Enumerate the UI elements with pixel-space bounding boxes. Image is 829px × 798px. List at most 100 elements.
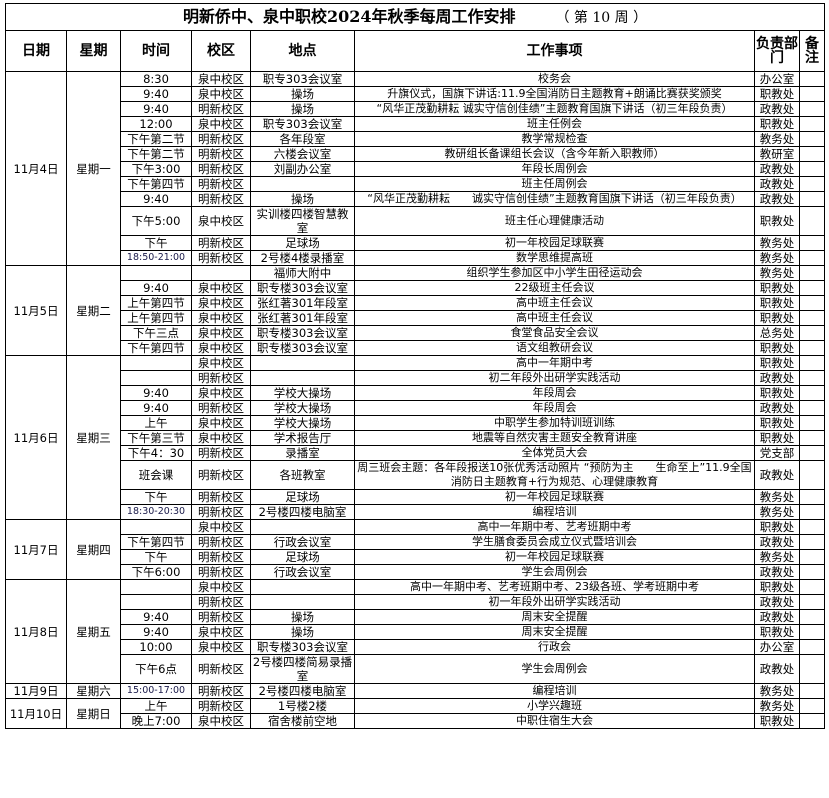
task-cell: 学生会周例会 xyxy=(354,654,755,684)
remark-cell xyxy=(798,385,826,401)
time-cell: 下午第四节 xyxy=(120,176,192,192)
task-cell: 初一年校园足球联赛 xyxy=(354,549,755,565)
place-cell: 足球场 xyxy=(250,549,355,565)
campus-cell: 泉中校区 xyxy=(191,280,251,296)
remark-cell xyxy=(798,131,826,147)
schedule-body: 11月4日 星期一 8:30 泉中校区 职专303会议室 校务会 办公室 9:40 泉中校区 操场… xyxy=(5,71,826,729)
remark-cell xyxy=(798,161,826,177)
task-cell: 班主任心理健康活动 xyxy=(354,206,755,236)
remark-cell xyxy=(798,116,826,132)
dept-cell: 职教处 xyxy=(754,579,800,595)
time-cell: 下午3:00 xyxy=(120,161,192,177)
time-cell: 下午6点 xyxy=(120,654,192,684)
task-cell: 年段周会 xyxy=(354,400,755,416)
remark-cell xyxy=(798,101,826,117)
dept-cell: 政教处 xyxy=(754,191,800,207)
place-cell: 学校大操场 xyxy=(250,415,355,431)
week-label: （ 第 10 周 ） xyxy=(555,9,648,26)
dept-cell: 职教处 xyxy=(754,385,800,401)
remark-cell xyxy=(798,698,826,714)
table-row: 下午3:00 明新校区 刘副办公室 年段长周例会 政教处 xyxy=(6,161,826,177)
time-cell: 晚上7:00 xyxy=(120,713,192,729)
date-cell: 11月8日 xyxy=(5,579,67,684)
remark-cell xyxy=(798,564,826,580)
task-cell: 中职住宿生大会 xyxy=(354,713,755,729)
time-cell: 下午5:00 xyxy=(120,206,192,236)
table-row: 9:40 明新校区 操场 周末安全提醒 政教处 xyxy=(6,609,826,625)
task-cell: 教学常规检查 xyxy=(354,131,755,147)
remark-cell xyxy=(798,594,826,610)
table-row: 下午6点 明新校区 2号楼四楼简易录播室 学生会周例会 政教处 xyxy=(6,654,826,684)
time-cell: 9:40 xyxy=(120,101,192,117)
remark-cell xyxy=(798,430,826,446)
dept-cell: 职教处 xyxy=(754,310,800,326)
remark-cell xyxy=(798,191,826,207)
table-row: 下午 明新校区 足球场 初一年校园足球联赛 教务处 xyxy=(6,489,826,505)
time-cell: 9:40 xyxy=(120,385,192,401)
campus-cell: 泉中校区 xyxy=(191,116,251,132)
weekday-cell: 星期一 xyxy=(66,71,121,266)
campus-cell: 泉中校区 xyxy=(191,385,251,401)
campus-cell: 明新校区 xyxy=(191,489,251,505)
remark-cell xyxy=(798,489,826,505)
remark-cell xyxy=(798,370,826,386)
dept-cell: 职教处 xyxy=(754,713,800,729)
task-cell: 班主任例会 xyxy=(354,116,755,132)
campus-cell: 明新校区 xyxy=(191,176,251,192)
time-cell: 下午 xyxy=(120,549,192,565)
time-cell: 10:00 xyxy=(120,639,192,655)
time-cell: 下午第二节 xyxy=(120,131,192,147)
time-cell: 下午4：30 xyxy=(120,445,192,461)
campus-cell: 明新校区 xyxy=(191,191,251,207)
table-row: 9:40 明新校区 操场 “风华正茂勤耕耘 诚实守信创佳绩”主题教育国旗下讲话（初三年… xyxy=(6,101,826,117)
remark-cell xyxy=(798,519,826,535)
table-row: 9:40 泉中校区 职专楼303会议室 22级班主任会议 职教处 xyxy=(6,280,826,296)
campus-cell: 明新校区 xyxy=(191,250,251,266)
time-cell: 9:40 xyxy=(120,609,192,625)
table-row: 11月8日 星期五 泉中校区 高中一年期中考、艺考班期中考、23级各班、学考班期中考职… xyxy=(5,579,826,684)
dept-cell: 职教处 xyxy=(754,624,800,640)
time-cell: 9:40 xyxy=(120,400,192,416)
dept-cell: 教务处 xyxy=(754,698,800,714)
remark-cell xyxy=(798,340,826,356)
task-cell: 地震等自然灾害主题安全教育讲座 xyxy=(354,430,755,446)
task-cell: 周末安全提醒 xyxy=(354,609,755,625)
campus-cell: 泉中校区 xyxy=(191,639,251,655)
dept-cell: 职教处 xyxy=(754,340,800,356)
place-cell: 张红著301年段室 xyxy=(250,310,355,326)
table-row: 9:40 泉中校区 操场 周末安全提醒 职教处 xyxy=(6,624,826,640)
dept-cell: 政教处 xyxy=(754,460,800,490)
table-row: 9:40 明新校区 操场 “风华正茂勤耕耘 诚实守信创佳绩”主题教育国旗下讲话（初三年… xyxy=(6,191,826,207)
place-cell: 2号楼四楼电脑室 xyxy=(250,683,355,699)
dept-cell: 教务处 xyxy=(754,265,800,281)
date-cell: 11月4日 xyxy=(5,71,67,266)
task-cell: 初一年校园足球联赛 xyxy=(354,489,755,505)
campus-cell: 泉中校区 xyxy=(191,295,251,311)
table-row: 9:40 明新校区 学校大操场 年段周会 政教处 xyxy=(6,400,826,416)
place-cell: 行政会议室 xyxy=(250,534,355,550)
campus-cell: 明新校区 xyxy=(191,370,251,386)
place-cell xyxy=(250,594,355,610)
dept-cell: 政教处 xyxy=(754,101,800,117)
header-place: 地点 xyxy=(250,30,355,72)
weekday-cell: 星期五 xyxy=(66,579,121,684)
task-cell: 组织学生参加区中小学生田径运动会 xyxy=(354,265,755,281)
header-time: 时间 xyxy=(120,30,192,72)
dept-cell: 党支部 xyxy=(754,445,800,461)
remark-cell xyxy=(798,445,826,461)
time-cell xyxy=(120,265,192,281)
task-cell: 全体党员大会 xyxy=(354,445,755,461)
remark-cell xyxy=(798,265,826,281)
task-cell: 语文组教研会议 xyxy=(354,340,755,356)
task-cell: 高中班主任会议 xyxy=(354,295,755,311)
table-row: 11月5日 星期二 福师大附中 组织学生参加区中小学生田径运动会 教务处 xyxy=(5,265,826,356)
remark-cell xyxy=(798,355,826,371)
task-cell: 高中一年期中考、艺考班期中考、23级各班、学考班期中考 xyxy=(354,579,755,595)
header-row: 日期 星期 时间 校区 地点 工作事项 负责部门 备注 xyxy=(5,30,826,72)
place-cell: 足球场 xyxy=(250,235,355,251)
table-row: 下午 明新校区 足球场 初一年校园足球联赛 教务处 xyxy=(6,549,826,565)
weekday-cell: 星期六 xyxy=(66,683,121,699)
place-cell: 职专303会议室 xyxy=(250,116,355,132)
task-cell: 周三班会主题：各年段报送10张优秀活动照片 “预防为主 生命至上”11.9全国消… xyxy=(354,460,755,490)
campus-cell: 明新校区 xyxy=(191,609,251,625)
